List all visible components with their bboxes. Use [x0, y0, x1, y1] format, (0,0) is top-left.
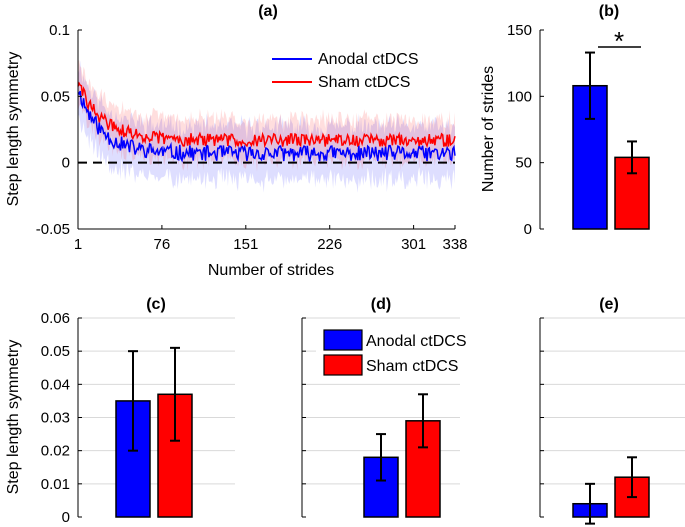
- panel-a: (a) 1 76 151 226 301 338 -0.05 0 0.05 0.1 Number…: [5, 3, 468, 279]
- legend-anodal-label: Anodal ctDCS: [366, 333, 467, 350]
- panel-a-series-anodal: [77, 90, 456, 163]
- panel-a-x-tick-label: 301: [401, 236, 426, 253]
- panel-e: (e): [539, 296, 685, 525]
- panel-b-y-ticks: 0 50 100 150: [507, 22, 544, 238]
- panel-a-x-tick-label: 226: [317, 236, 342, 253]
- panel-c-y-tick-label: 0.02: [41, 443, 70, 460]
- panel-c-title: (c): [146, 296, 166, 313]
- panel-c-error-bar-anodal: [128, 350, 138, 452]
- panel-b-y-label: Number of strides: [480, 66, 497, 192]
- panel-d-error-bar-anodal: [376, 433, 386, 482]
- panel-a-x-tick-label: 151: [233, 236, 258, 253]
- legend-sham-label: Sham ctDCS: [366, 358, 458, 375]
- legend-anodal-label: Anodal ctDCS: [318, 51, 419, 68]
- panel-a-lines: [77, 81, 456, 163]
- panel-e-y-ticks: [540, 317, 544, 518]
- panel-b-y-tick-label: 100: [507, 88, 532, 105]
- panel-a-x-tick-label: 76: [154, 236, 171, 253]
- panel-a-x-tick-label: 338: [442, 236, 467, 253]
- panel-a-series-sham: [77, 81, 456, 149]
- panel-a-x-tick-label: 1: [74, 236, 82, 253]
- panel-c-y-label: Step length symmetry: [5, 340, 22, 495]
- panel-a-y-ticks: -0.05 0 0.05 0.1: [36, 22, 82, 238]
- panel-a-band-anodal: [78, 60, 455, 193]
- panel-a-band-sham: [78, 60, 455, 172]
- legend-sham-swatch: [323, 354, 363, 376]
- panel-a-title: (a): [258, 3, 278, 20]
- panel-c-grid: [78, 317, 235, 485]
- panel-d-error-bar-sham: [418, 393, 428, 449]
- panel-c-y-tick-label: 0.01: [41, 476, 70, 493]
- panel-b-error-bar-anodal: [585, 51, 595, 120]
- panel-c-y-tick-label: 0.04: [41, 376, 70, 393]
- panel-c-y-tick-label: 0.06: [41, 310, 70, 327]
- panel-c-y-ticks: 0 0.01 0.02 0.03 0.04 0.05 0.06: [41, 310, 82, 526]
- panel-b-y-tick-label: 0: [524, 221, 532, 238]
- panel-c-y-tick-label: 0.05: [41, 343, 70, 360]
- panel-a-legend: Anodal ctDCS Sham ctDCS: [272, 51, 419, 91]
- panel-e-title: (e): [599, 296, 619, 313]
- panel-a-y-tick-label: 0.05: [41, 88, 70, 105]
- panel-b-bars: [572, 51, 650, 230]
- panel-b-y-tick-label: 50: [515, 155, 532, 172]
- panel-c-error-bar-sham: [170, 346, 180, 442]
- panel-a-x-ticks: 1 76 151 226 301 338: [74, 225, 468, 253]
- panel-e-error-bar-anodal: [585, 482, 595, 525]
- panel-c: (c) 0 0.01 0.02 0.03 0.04 0.05 0.06 Step lengt…: [5, 296, 235, 526]
- panel-b-significance-star: *: [614, 26, 624, 56]
- panel-c-bars: [115, 346, 193, 518]
- panel-b-error-bar-sham: [627, 140, 637, 175]
- panel-a-y-tick-label: -0.05: [36, 221, 70, 238]
- panel-a-y-tick-label: 0: [62, 155, 70, 172]
- panel-d-title: (d): [371, 296, 391, 313]
- panel-c-y-tick-label: 0.03: [41, 410, 70, 427]
- panel-a-y-tick-label: 0.1: [49, 22, 70, 39]
- panel-d-legend: Anodal ctDCS Sham ctDCS: [316, 326, 498, 380]
- panel-c-y-tick-label: 0: [62, 509, 70, 526]
- panel-a-y-label: Step length symmetry: [5, 52, 22, 207]
- panel-d-bars: [363, 393, 441, 518]
- panel-e-bars: [572, 456, 650, 525]
- panel-b: (b) 0 50 100 150 Number of strides *: [480, 3, 650, 238]
- panel-b-y-tick-label: 150: [507, 22, 532, 39]
- panel-a-bands: [78, 60, 455, 193]
- panel-e-grid: [540, 317, 685, 485]
- legend-sham-label: Sham ctDCS: [318, 74, 410, 91]
- panel-e-error-bar-sham: [627, 456, 637, 499]
- panel-d: (d) Anodal ctDCS Sham ctDCS: [301, 296, 498, 518]
- panel-a-x-label: Number of strides: [208, 262, 334, 279]
- legend-anodal-swatch: [323, 329, 363, 351]
- panel-b-title: (b): [599, 3, 619, 20]
- panel-d-y-ticks: [302, 317, 306, 518]
